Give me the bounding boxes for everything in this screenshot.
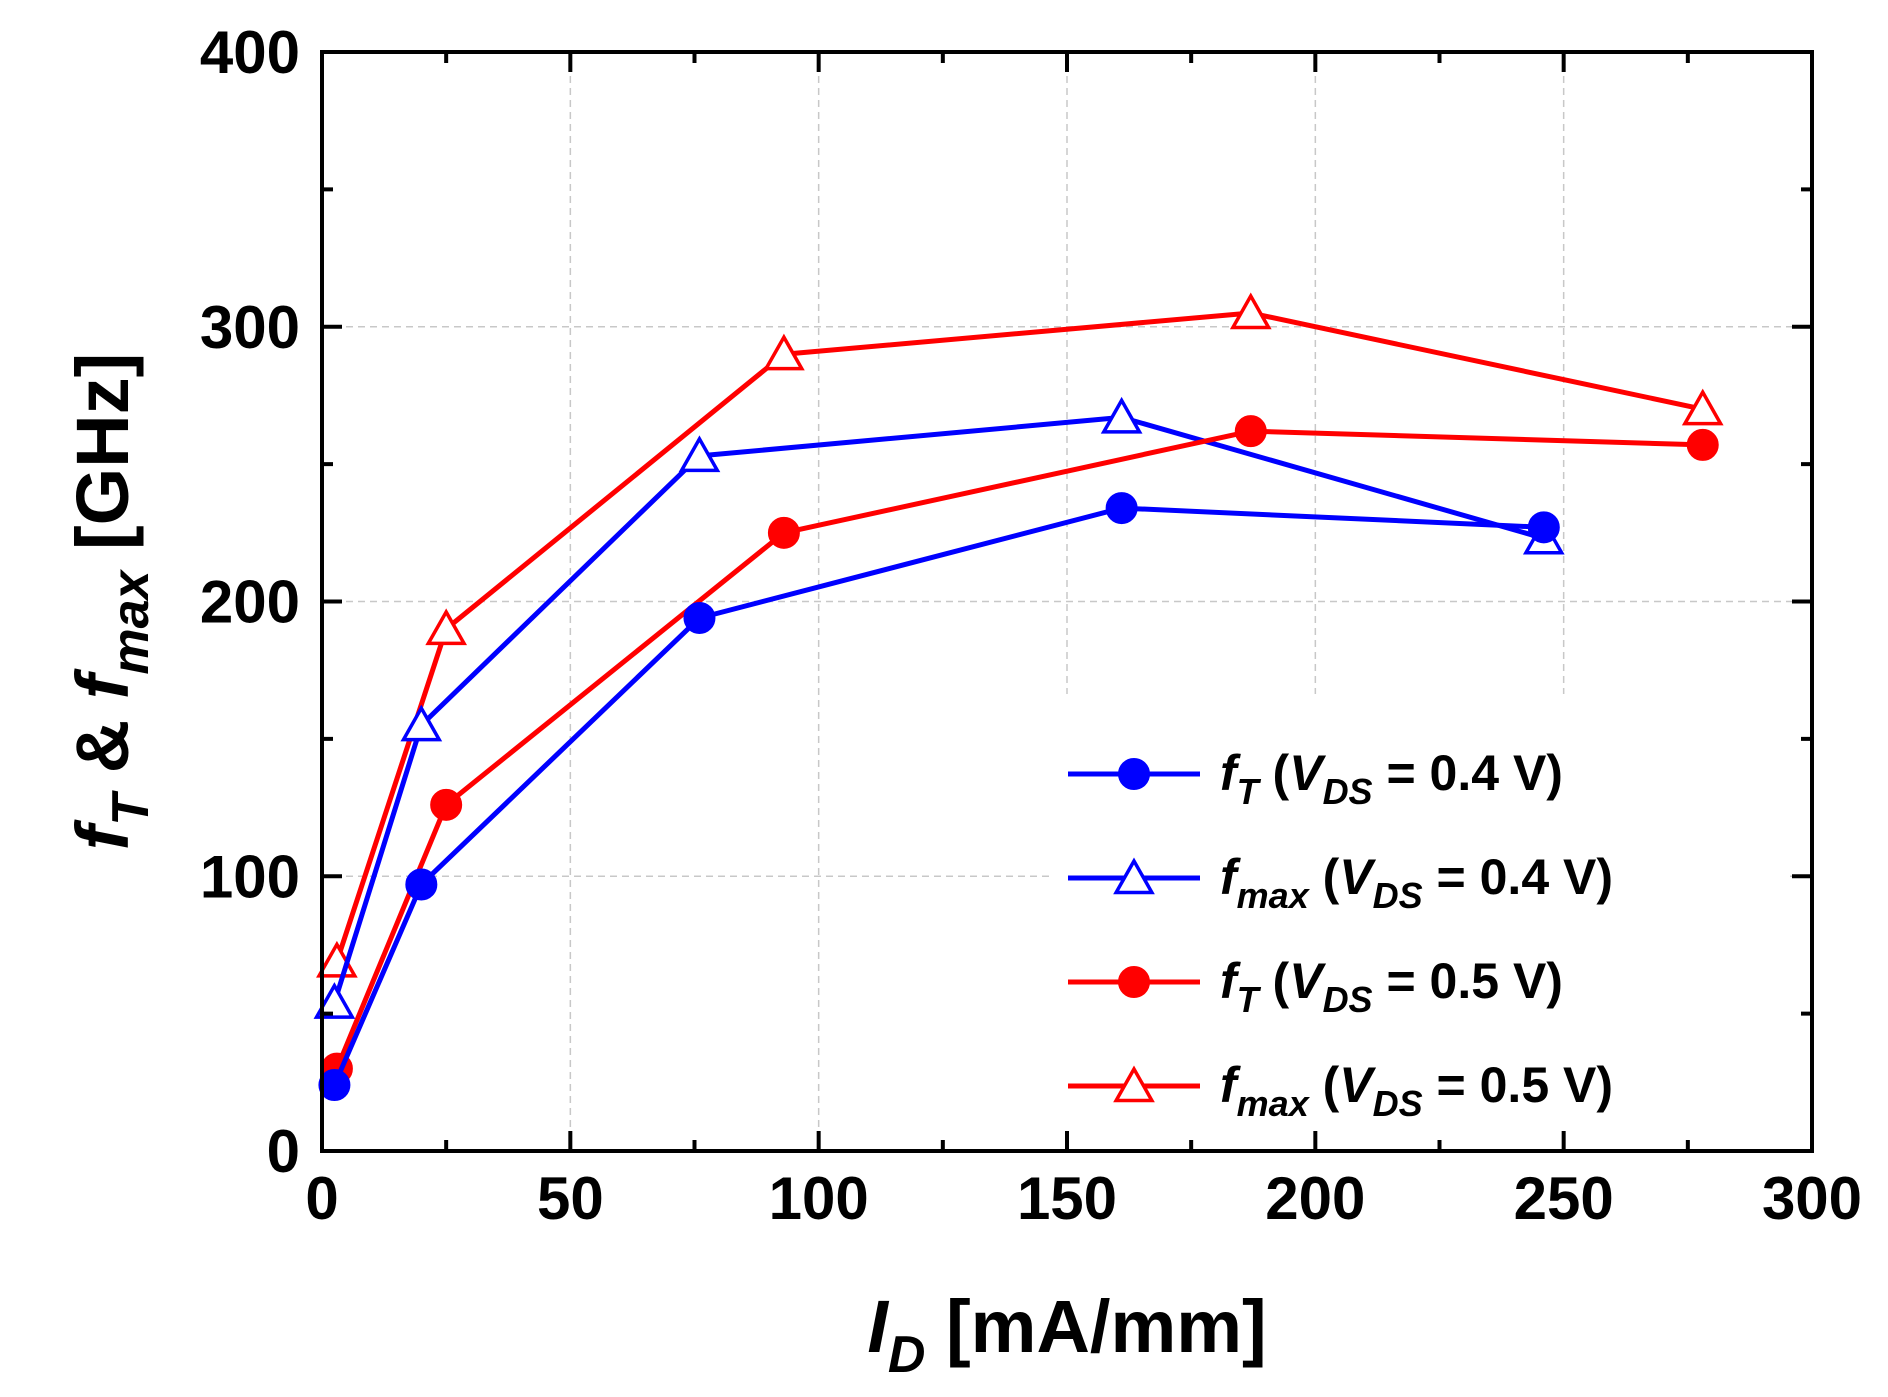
x-tick-label: 0 xyxy=(305,1165,338,1232)
legend-label-part: ( xyxy=(1259,953,1290,1009)
legend-label-part: ( xyxy=(1309,849,1340,905)
data-point-circle xyxy=(683,601,716,634)
data-point-triangle xyxy=(425,608,468,646)
legend-entry-2: fmax (VDS = 0.4 V) xyxy=(1068,849,1613,916)
legend-label-part: f xyxy=(1220,1057,1241,1113)
y-axis-title-sub1: T xyxy=(102,790,160,826)
legend-label-part: = 0.4 V) xyxy=(1373,745,1563,801)
data-point-triangle xyxy=(763,333,805,371)
legend-entry-3: fT (VDS = 0.5 V) xyxy=(1068,953,1563,1020)
data-point-circle xyxy=(1118,758,1150,790)
x-tick-label: 300 xyxy=(1762,1165,1862,1232)
data-point-circle xyxy=(1118,966,1150,998)
data-point-circle xyxy=(1234,415,1267,448)
y-tick-label: 200 xyxy=(200,569,300,636)
y-tick-label: 100 xyxy=(200,843,300,910)
data-point-circle xyxy=(1686,428,1719,461)
legend: fT (VDS = 0.4 V)fmax (VDS = 0.4 V)fT (VD… xyxy=(1068,745,1613,1124)
legend-label-part: DS xyxy=(1323,979,1373,1020)
y-tick-label: 0 xyxy=(267,1118,300,1185)
x-tick-label: 150 xyxy=(1017,1165,1117,1232)
data-point-circle xyxy=(405,868,438,901)
data-point-circle xyxy=(767,516,800,549)
legend-label-part: V xyxy=(1289,953,1326,1009)
data-point-circle xyxy=(1105,492,1138,525)
y-axis-title-sub2: max xyxy=(102,568,160,674)
legend-label-part: max xyxy=(1237,875,1311,916)
legend-label: fmax (VDS = 0.5 V) xyxy=(1220,1057,1613,1124)
axis-ticks: 0 50 100 150 200 250 300 0 100 200 300 400 xyxy=(200,19,1862,1232)
x-axis-title-subscript: D xyxy=(888,1326,926,1384)
x-axis-title-unit: [mA/mm] xyxy=(925,1285,1266,1368)
x-tick-label: 250 xyxy=(1514,1165,1614,1232)
legend-background xyxy=(1054,694,1790,1150)
legend-label-part: T xyxy=(1237,771,1262,812)
legend-label-part: V xyxy=(1289,745,1326,801)
series-1 xyxy=(318,492,1560,1102)
x-axis-title-symbol: I xyxy=(867,1285,889,1368)
data-point-triangle xyxy=(1113,857,1155,895)
series-2 xyxy=(313,396,1565,1019)
y-tick-label: 300 xyxy=(200,294,300,361)
x-tick-label: 100 xyxy=(769,1165,869,1232)
data-point-triangle xyxy=(1229,292,1272,330)
x-tick-label: 200 xyxy=(1265,1165,1365,1232)
legend-label-part: ( xyxy=(1259,745,1290,801)
legend-label-part: f xyxy=(1220,953,1241,1009)
data-point-circle xyxy=(1527,511,1560,544)
legend-label-part: f xyxy=(1220,745,1241,801)
data-point-triangle xyxy=(400,704,443,742)
y-tick-label: 400 xyxy=(200,19,300,86)
data-point-triangle xyxy=(678,435,721,473)
legend-label-part: DS xyxy=(1323,771,1373,812)
y-axis-title-unit: [GHz] xyxy=(61,353,144,571)
legend-label: fmax (VDS = 0.4 V) xyxy=(1220,849,1613,916)
legend-label: fT (VDS = 0.5 V) xyxy=(1220,953,1563,1020)
legend-label-part: ( xyxy=(1309,1057,1340,1113)
legend-label-part: = 0.5 V) xyxy=(1373,953,1563,1009)
legend-label-part: f xyxy=(1220,849,1241,905)
data-point-circle xyxy=(430,788,463,821)
legend-entry-4: fmax (VDS = 0.5 V) xyxy=(1068,1057,1613,1124)
x-axis-title: ID [mA/mm] xyxy=(867,1285,1266,1384)
legend-label-part: = 0.4 V) xyxy=(1423,849,1613,905)
y-axis-title-amp: & xyxy=(61,699,144,794)
legend-label-part: V xyxy=(1339,849,1376,905)
data-point-triangle xyxy=(1681,388,1724,426)
data-point-triangle xyxy=(1113,1065,1155,1103)
y-axis-title: fT & fmax [GHz] xyxy=(61,353,160,851)
series-layer xyxy=(313,292,1724,1102)
legend-entry-1: fT (VDS = 0.4 V) xyxy=(1068,745,1563,812)
data-point-triangle xyxy=(313,982,356,1019)
legend-label-part: max xyxy=(1237,1083,1311,1124)
legend-label-part: T xyxy=(1237,979,1262,1020)
legend-label: fT (VDS = 0.4 V) xyxy=(1220,745,1563,812)
x-tick-label: 50 xyxy=(537,1165,604,1232)
data-point-triangle xyxy=(1100,396,1143,434)
legend-label-part: DS xyxy=(1373,1083,1423,1124)
legend-label-part: = 0.5 V) xyxy=(1423,1057,1613,1113)
legend-label-part: DS xyxy=(1373,875,1423,916)
legend-label-part: V xyxy=(1339,1057,1376,1113)
data-point-circle xyxy=(318,1069,351,1102)
